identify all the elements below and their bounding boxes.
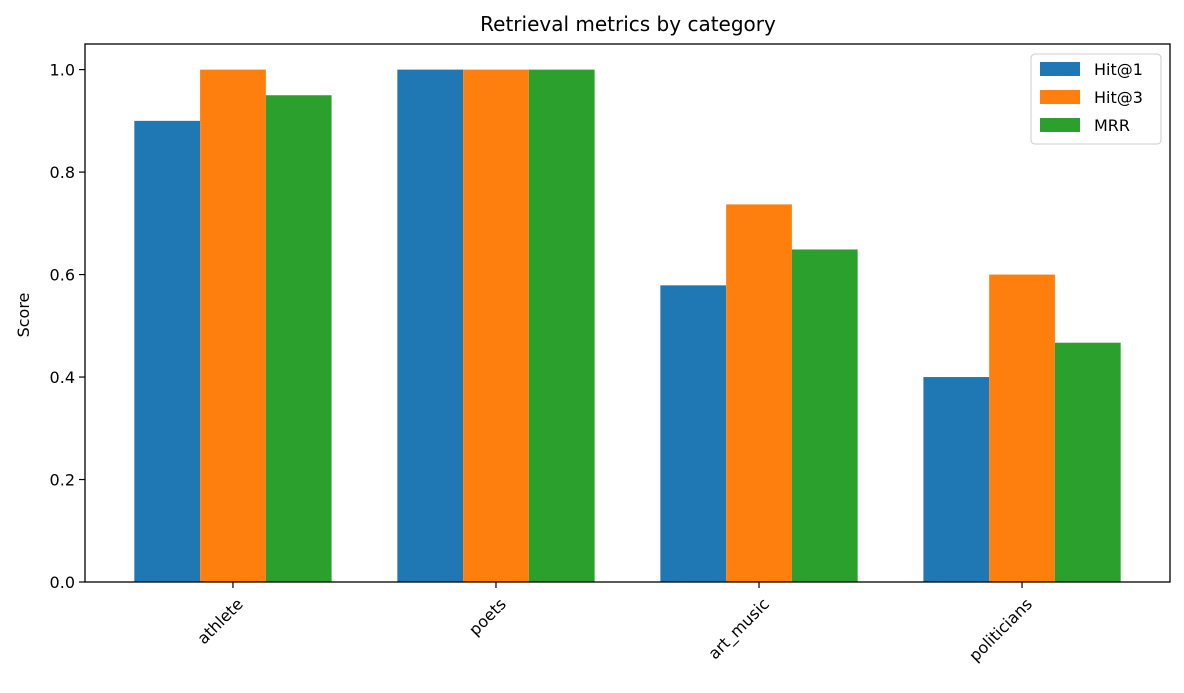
- legend-swatch-mrr: [1040, 118, 1080, 132]
- legend-label-hit-1: Hit@1: [1094, 60, 1143, 79]
- bars-layer: [134, 69, 1121, 583]
- bar-mrr-politicians: [1054, 342, 1121, 582]
- bar-hit-1-art-music: [660, 285, 727, 582]
- legend-swatch-hit-1: [1040, 62, 1080, 76]
- plot-frame: [84, 43, 1171, 583]
- bar-mrr-athlete: [265, 95, 332, 582]
- bar-mrr-poets: [528, 69, 595, 583]
- bar-hit-3-poets: [463, 69, 529, 583]
- legend: Hit@1 Hit@3 MRR: [1030, 53, 1162, 145]
- legend-label-hit-3: Hit@3: [1094, 88, 1143, 107]
- y-tick-label: 0.4: [50, 368, 75, 387]
- bar-hit-1-athlete: [134, 120, 201, 582]
- bar-mrr-art-music: [791, 249, 858, 582]
- y-tick-label: 0.6: [50, 266, 75, 285]
- bar-hit-1-politicians: [923, 377, 990, 582]
- bar-hit-3-art-music: [726, 204, 792, 582]
- bar-hit-3-politicians: [989, 274, 1055, 582]
- y-tick-label: 1.0: [50, 61, 75, 80]
- y-tick-label: 0.2: [50, 471, 75, 490]
- y-axis-label: Score: [14, 293, 33, 338]
- legend-swatch-hit-3: [1040, 90, 1080, 104]
- bar-hit-3-athlete: [200, 69, 266, 583]
- y-tick-label: 0.0: [50, 573, 75, 592]
- y-axis: 0.0 0.2 0.4 0.6 0.8 1.0: [50, 61, 85, 592]
- chart-title: Retrieval metrics by category: [480, 12, 776, 36]
- y-tick-label: 0.8: [50, 163, 75, 182]
- bar-hit-1-poets: [397, 69, 464, 583]
- legend-label-mrr: MRR: [1094, 116, 1130, 135]
